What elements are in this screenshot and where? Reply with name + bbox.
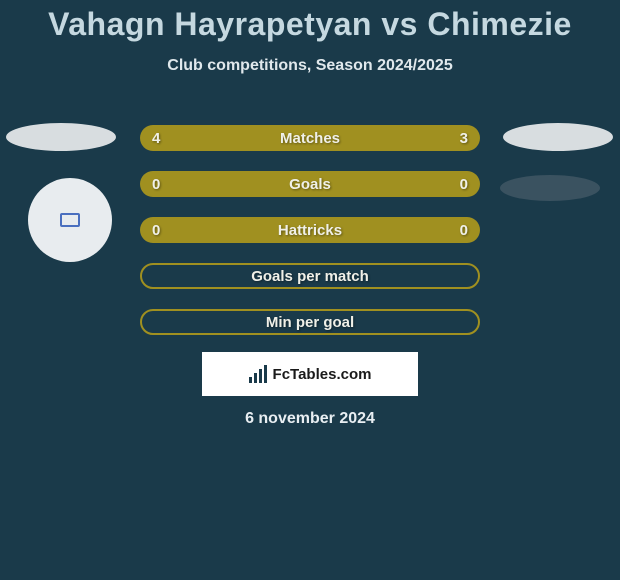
subtitle: Club competitions, Season 2024/2025 (0, 57, 620, 75)
stat-row-goals: 0 Goals 0 (140, 171, 480, 197)
avatar-placeholder-icon (60, 213, 80, 227)
stat-label: Goals per match (251, 268, 369, 285)
stat-left-value: 0 (152, 222, 160, 239)
page-title: Vahagn Hayrapetyan vs Chimezie (0, 0, 620, 43)
player-left-ellipse (6, 123, 116, 151)
stat-row-gpm: Goals per match (140, 263, 480, 289)
stat-label: Hattricks (278, 222, 342, 239)
logo-bars-icon (249, 365, 267, 383)
stat-row-matches: 4 Matches 3 (140, 125, 480, 151)
stat-label: Matches (280, 130, 340, 147)
brand-logo: FcTables.com (202, 352, 418, 396)
stat-left-value: 0 (152, 176, 160, 193)
date-label: 6 november 2024 (0, 410, 620, 428)
logo-text: FcTables.com (273, 366, 372, 383)
stat-left-value: 4 (152, 130, 160, 147)
stat-row-hattricks: 0 Hattricks 0 (140, 217, 480, 243)
stat-right-value: 0 (460, 222, 468, 239)
stat-row-mpg: Min per goal (140, 309, 480, 335)
stat-label: Min per goal (266, 314, 354, 331)
stat-right-value: 0 (460, 176, 468, 193)
stat-label: Goals (289, 176, 331, 193)
player-right-shadow (500, 175, 600, 201)
player-right-ellipse (503, 123, 613, 151)
stats-container: 4 Matches 3 0 Goals 0 0 Hattricks 0 Goal… (140, 125, 480, 355)
player-left-avatar (28, 178, 112, 262)
stat-right-value: 3 (460, 130, 468, 147)
